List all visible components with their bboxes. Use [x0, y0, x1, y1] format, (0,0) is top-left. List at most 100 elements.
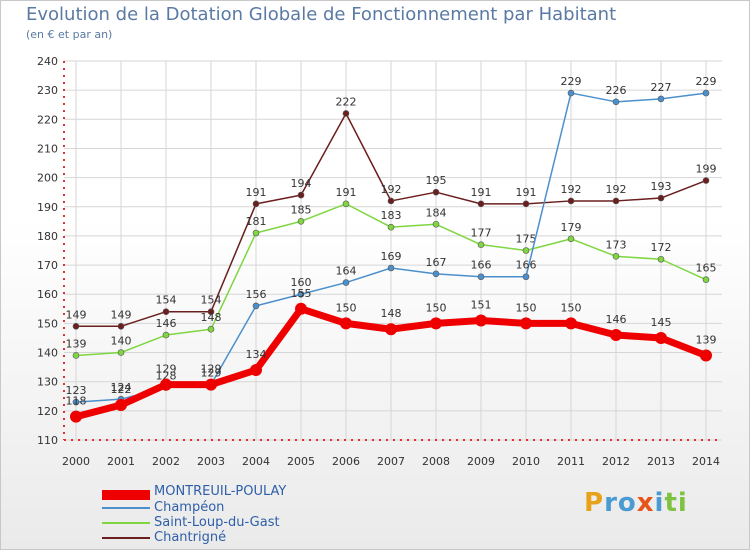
data-label-saint-loup-du-gast-2003: 148 [201, 311, 222, 324]
legend-swatch-champeon [102, 507, 150, 509]
proxiti-logo: Proxiti [584, 488, 688, 518]
data-point-montreuil-poulay-2002 [160, 378, 172, 391]
data-point-chantrigne-2006 [342, 110, 350, 117]
data-label-montreuil-poulay-2013: 145 [651, 316, 672, 329]
data-label-chantrigne-2012: 192 [606, 183, 627, 196]
data-point-saint-loup-du-gast-2006 [342, 200, 350, 208]
legend-swatch-montreuil-poulay [102, 490, 150, 500]
data-label-saint-loup-du-gast-2006: 191 [336, 186, 357, 199]
data-label-chantrigne-2011: 192 [561, 183, 582, 196]
y-tick-label-120: 120 [37, 405, 58, 418]
y-tick-label-200: 200 [37, 172, 58, 185]
logo-letter: x [636, 488, 655, 518]
data-point-montreuil-poulay-2001 [115, 399, 127, 412]
x-tick-label-2013: 2013 [647, 455, 675, 468]
logo-letter: i [654, 488, 665, 518]
data-label-saint-loup-du-gast-2007: 183 [381, 209, 402, 222]
data-label-montreuil-poulay-2005: 155 [291, 287, 312, 300]
logo-letter: P [584, 488, 605, 518]
data-label-saint-loup-du-gast-2004: 181 [246, 215, 267, 228]
data-point-champeon-2004 [252, 302, 260, 310]
data-point-montreuil-poulay-2012 [610, 329, 622, 342]
legend-label-montreuil-poulay: MONTREUIL-POULAY [154, 484, 287, 499]
data-point-champeon-2010 [522, 273, 530, 281]
data-point-saint-loup-du-gast-2003 [207, 325, 215, 333]
data-label-chantrigne-2000: 149 [66, 308, 87, 321]
y-tick-label-150: 150 [37, 317, 58, 330]
legend-swatch-chantrigne [102, 537, 150, 539]
y-tick-label-210: 210 [37, 142, 58, 155]
data-label-champeon-2009: 166 [471, 259, 492, 272]
data-point-champeon-2000 [72, 398, 80, 406]
data-point-montreuil-poulay-2014 [700, 349, 712, 362]
data-point-champeon-2012 [612, 98, 620, 106]
data-point-montreuil-poulay-2007 [385, 323, 397, 336]
data-point-montreuil-poulay-2004 [250, 364, 262, 377]
data-point-montreuil-poulay-2011 [565, 317, 577, 330]
data-label-saint-loup-du-gast-2005: 185 [291, 203, 312, 216]
data-label-saint-loup-du-gast-2009: 177 [471, 227, 492, 240]
data-label-champeon-2006: 164 [336, 265, 357, 278]
data-point-chantrigne-2010 [522, 200, 530, 208]
data-label-chantrigne-2007: 192 [381, 183, 402, 196]
data-label-saint-loup-du-gast-2011: 179 [561, 221, 582, 234]
data-label-chantrigne-2010: 191 [516, 186, 537, 199]
data-label-saint-loup-du-gast-2013: 172 [651, 241, 672, 254]
data-point-chantrigne-2008 [432, 188, 440, 196]
x-tick-label-2011: 2011 [557, 455, 585, 468]
data-label-montreuil-poulay-2014: 139 [696, 333, 717, 346]
data-label-chantrigne-2005: 194 [291, 177, 312, 190]
data-point-montreuil-poulay-2009 [475, 314, 487, 327]
data-point-champeon-2005 [297, 290, 305, 298]
data-label-montreuil-poulay-2010: 150 [516, 301, 537, 314]
data-point-chantrigne-2011 [567, 197, 575, 205]
data-point-montreuil-poulay-2013 [655, 331, 667, 344]
y-tick-label-170: 170 [37, 259, 58, 272]
data-label-champeon-2013: 227 [651, 81, 672, 94]
data-point-saint-loup-du-gast-2008 [432, 220, 440, 228]
x-tick-label-2005: 2005 [287, 455, 315, 468]
legend-label-champeon: Champéon [154, 500, 225, 515]
x-tick-label-2007: 2007 [377, 455, 405, 468]
chart-subtitle: (en € et par an) [26, 28, 113, 41]
data-label-montreuil-poulay-2008: 150 [426, 301, 447, 314]
data-label-champeon-2011: 229 [561, 75, 582, 88]
data-label-saint-loup-du-gast-2000: 139 [66, 337, 87, 350]
data-label-saint-loup-du-gast-2014: 165 [696, 262, 717, 275]
data-point-saint-loup-du-gast-2014 [702, 276, 710, 283]
data-label-champeon-2010: 166 [516, 259, 537, 272]
data-label-montreuil-poulay-2001: 122 [111, 383, 132, 396]
data-label-montreuil-poulay-2011: 150 [561, 301, 582, 314]
data-point-saint-loup-du-gast-2005 [297, 218, 305, 225]
x-tick-label-2003: 2003 [197, 455, 225, 468]
x-tick-label-2001: 2001 [107, 455, 135, 468]
logo-letter: i [677, 488, 688, 518]
data-point-champeon-2009 [477, 273, 485, 281]
chart-title: Evolution de la Dotation Globale de Fonc… [26, 4, 617, 25]
data-label-champeon-2001: 124 [111, 381, 132, 394]
x-tick-label-2000: 2000 [62, 455, 90, 468]
y-tick-label-110: 110 [37, 434, 58, 447]
data-label-champeon-2003: 129 [201, 367, 222, 380]
y-tick-label-220: 220 [37, 113, 58, 126]
data-label-saint-loup-du-gast-2008: 184 [426, 206, 447, 219]
data-point-saint-loup-du-gast-2004 [252, 229, 260, 237]
data-label-montreuil-poulay-2007: 148 [381, 307, 402, 320]
data-label-champeon-2007: 169 [381, 250, 402, 263]
logo-letter: o [617, 488, 637, 518]
data-label-champeon-2012: 226 [606, 84, 627, 97]
data-point-saint-loup-du-gast-2001 [117, 349, 125, 356]
legend-label-saint-loup-du-gast: Saint-Loup-du-Gast [154, 515, 280, 530]
data-point-montreuil-poulay-2006 [340, 317, 352, 330]
data-label-chantrigne-2001: 149 [111, 308, 132, 321]
data-label-champeon-2005: 160 [291, 276, 312, 289]
data-point-saint-loup-du-gast-2007 [387, 223, 395, 231]
data-point-chantrigne-2000 [72, 322, 80, 330]
data-point-saint-loup-du-gast-2009 [477, 241, 485, 248]
data-point-chantrigne-2012 [612, 197, 620, 205]
data-label-montreuil-poulay-2004: 134 [246, 348, 267, 361]
x-tick-label-2012: 2012 [602, 455, 630, 468]
data-label-chantrigne-2004: 191 [246, 186, 267, 199]
x-tick-label-2009: 2009 [467, 455, 495, 468]
